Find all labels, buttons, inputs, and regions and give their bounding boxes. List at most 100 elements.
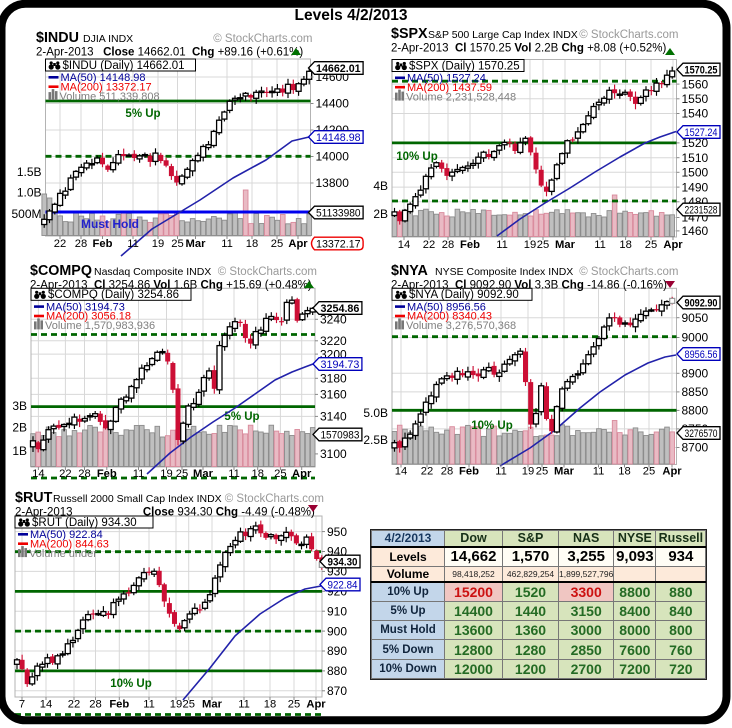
svg-text:890: 890	[327, 644, 347, 658]
svg-text:25: 25	[171, 238, 183, 250]
svg-text:Apr: Apr	[663, 239, 683, 251]
svg-text:22: 22	[68, 699, 80, 711]
svg-text:Russell 2000 Small Cap Index: Russell 2000 Small Cap Index INDX	[53, 493, 222, 505]
svg-text:3180: 3180	[320, 372, 347, 386]
svg-text:$INDU (Daily) 14662.01: $INDU (Daily) 14662.01	[63, 60, 185, 72]
svg-text:Mar: Mar	[202, 699, 223, 711]
svg-text:Volume 3,276,570,368: Volume 3,276,570,368	[406, 320, 516, 332]
svg-text:Apr: Apr	[306, 699, 326, 711]
svg-text:1520: 1520	[682, 136, 709, 150]
svg-text:10% Up: 10% Up	[471, 420, 513, 432]
svg-text:1570.25: 1570.25	[685, 65, 718, 77]
svg-text:Nasdaq Composite INDX: Nasdaq Composite INDX	[94, 266, 211, 278]
svg-text:MA(50) 922.84: MA(50) 922.84	[30, 529, 103, 541]
svg-text:Levels 4/2/2013: Levels 4/2/2013	[295, 7, 408, 24]
svg-text:18: 18	[251, 468, 263, 480]
svg-text:1500: 1500	[682, 166, 709, 180]
svg-text:Volume 511,339,808: Volume 511,339,808	[60, 91, 160, 103]
svg-text:19: 19	[524, 239, 536, 251]
svg-text:14: 14	[40, 699, 52, 711]
svg-text:MA(50) 1527.24: MA(50) 1527.24	[407, 73, 486, 85]
svg-text:22: 22	[421, 466, 433, 478]
svg-text:11: 11	[238, 699, 250, 711]
svg-text:11: 11	[495, 466, 507, 478]
svg-text:870: 870	[327, 684, 347, 698]
svg-text:25: 25	[176, 468, 188, 480]
svg-text:1510: 1510	[682, 151, 709, 165]
svg-text:NYSE Composite Index INDX: NYSE Composite Index INDX	[435, 266, 573, 278]
svg-text:3254.86: 3254.86	[321, 303, 360, 315]
svg-text:5% Up: 5% Up	[224, 411, 259, 423]
svg-text:10% Up: 10% Up	[396, 151, 438, 163]
svg-text:11: 11	[127, 238, 139, 250]
svg-text:8800: 8800	[682, 404, 709, 418]
svg-text:28: 28	[89, 699, 101, 711]
svg-text:11: 11	[133, 468, 145, 480]
svg-text:3240: 3240	[320, 313, 347, 327]
svg-text:Mar: Mar	[554, 466, 575, 478]
svg-text:1570983: 1570983	[321, 430, 360, 442]
svg-text:Apr: Apr	[662, 466, 682, 478]
svg-text:18: 18	[619, 239, 631, 251]
svg-text:1460: 1460	[682, 224, 709, 238]
svg-text:14: 14	[32, 468, 44, 480]
svg-text:8900: 8900	[682, 367, 709, 381]
svg-text:Apr: Apr	[292, 468, 312, 480]
svg-text:3276570: 3276570	[685, 428, 718, 440]
svg-text:5% Up: 5% Up	[125, 108, 160, 120]
svg-text:3220: 3220	[320, 334, 347, 348]
svg-text:13372.17: 13372.17	[316, 239, 361, 251]
svg-text:25: 25	[643, 466, 655, 478]
svg-text:Feb: Feb	[97, 468, 117, 480]
svg-text:8700: 8700	[682, 441, 709, 455]
svg-text:19: 19	[152, 238, 164, 250]
svg-text:$INDU: $INDU	[36, 30, 79, 46]
svg-text:1540: 1540	[682, 107, 709, 121]
svg-text:880: 880	[327, 664, 347, 678]
svg-text:MA(50) 14148.98: MA(50) 14148.98	[61, 72, 146, 84]
svg-text:$NYA (Daily) 9092.90: $NYA (Daily) 9092.90	[409, 289, 519, 301]
svg-text:DJIA INDX: DJIA INDX	[83, 33, 133, 45]
svg-text:MA(50) 8956.56: MA(50) 8956.56	[407, 301, 486, 313]
svg-text:14: 14	[395, 466, 407, 478]
svg-text:© StockCharts.com: © StockCharts.com	[218, 266, 317, 278]
svg-text:28: 28	[441, 466, 453, 478]
svg-text:14400: 14400	[316, 97, 350, 111]
svg-text:28: 28	[78, 468, 90, 480]
svg-text:Feb: Feb	[109, 699, 129, 711]
svg-text:11: 11	[496, 239, 508, 251]
svg-text:1527.24: 1527.24	[685, 127, 718, 139]
svg-text:S&P 500 Large Cap Index INDX: S&P 500 Large Cap Index INDX	[428, 29, 578, 41]
svg-text:$COMPQ: $COMPQ	[30, 263, 92, 279]
svg-text:14662.01: 14662.01	[316, 63, 361, 75]
svg-text:13800: 13800	[316, 176, 350, 190]
svg-text:Mar: Mar	[193, 468, 214, 480]
svg-text:25: 25	[274, 468, 286, 480]
svg-text:Feb: Feb	[460, 239, 480, 251]
svg-text:14148.98: 14148.98	[316, 132, 361, 144]
svg-text:25: 25	[536, 466, 548, 478]
svg-text:1550: 1550	[682, 92, 709, 106]
svg-text:2-Apr-2013 Cl 3254.86 Vol 1.6: 2-Apr-2013 Cl 3254.86 Vol 1.6B Chg +15.6…	[30, 280, 312, 292]
svg-text:51133980: 51133980	[316, 208, 361, 220]
svg-text:7: 7	[19, 699, 25, 711]
svg-text:Feb: Feb	[459, 466, 479, 478]
svg-text:Volume under: Volume under	[29, 548, 97, 560]
svg-text:3100: 3100	[320, 447, 347, 461]
svg-text:22: 22	[59, 468, 71, 480]
svg-text:Feb: Feb	[93, 238, 113, 250]
svg-text:2231528: 2231528	[685, 205, 718, 217]
svg-text:19: 19	[522, 466, 534, 478]
svg-text:Must Hold: Must Hold	[81, 217, 139, 231]
svg-text:25: 25	[182, 699, 194, 711]
svg-text:MA(50) 3194.73: MA(50) 3194.73	[46, 301, 125, 313]
svg-text:10% Up: 10% Up	[110, 678, 152, 690]
svg-text:2.5B: 2.5B	[363, 433, 388, 447]
svg-text:$RUT: $RUT	[15, 490, 53, 506]
svg-text:11: 11	[221, 238, 233, 250]
svg-text:$SPX: $SPX	[391, 26, 428, 42]
svg-text:14: 14	[398, 239, 410, 251]
svg-text:19: 19	[170, 699, 182, 711]
svg-text:2-Apr-2013: 2-Apr-2013 Close 934.30 Chg -4.49 (-0.48…	[15, 507, 315, 519]
svg-text:25: 25	[288, 699, 300, 711]
